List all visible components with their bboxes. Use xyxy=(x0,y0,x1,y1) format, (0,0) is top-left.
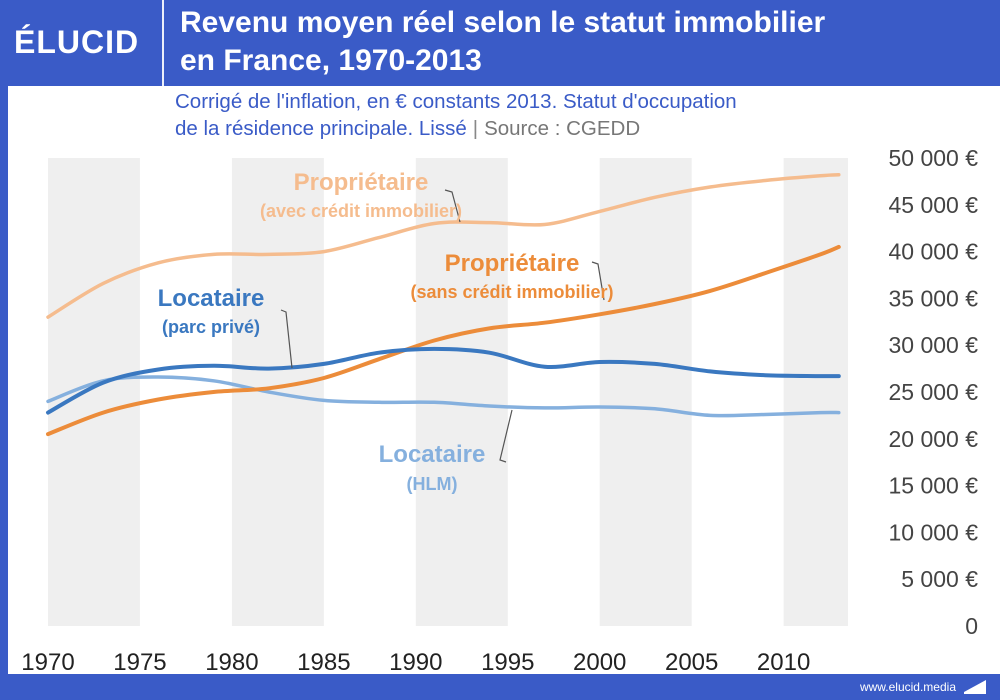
subtitle-line2: de la résidence principale. Lissé | Source… xyxy=(175,115,975,142)
elucid-logo: ÉLUCID xyxy=(14,24,140,60)
chart-title-line2: en France, 1970-2013 xyxy=(180,44,482,77)
y-tick-label: 20 000 € xyxy=(888,426,978,452)
series-line-proprio-sans-credit xyxy=(46,244,841,437)
series-sublabel-proprio-sans-credit: (sans crédit immobilier) xyxy=(410,282,613,302)
background-band xyxy=(415,158,508,626)
logo-divider xyxy=(162,0,164,86)
y-tick-label: 50 000 € xyxy=(888,145,978,171)
series-line-locataire-hlm xyxy=(46,375,841,418)
x-tick-label: 1995 xyxy=(481,649,534,676)
series-sublabel-locataire-prive: (parc privé) xyxy=(162,317,260,337)
x-tick-label: 2010 xyxy=(757,649,810,676)
series-label-locataire-prive: Locataire xyxy=(158,285,265,312)
x-tick-label: 2005 xyxy=(665,649,718,676)
x-tick-label: 1970 xyxy=(21,649,74,676)
y-tick-label: 45 000 € xyxy=(888,192,978,218)
footer-url: www.elucid.media xyxy=(859,680,956,694)
series-sublabel-proprio-credit: (avec crédit immobilier) xyxy=(260,201,462,221)
y-tick-label: 30 000 € xyxy=(888,332,978,358)
background-band xyxy=(783,158,848,626)
series-line-locataire-prive xyxy=(46,346,841,415)
chart-title-line1: Revenu moyen réel selon le statut immobi… xyxy=(180,6,826,39)
y-tick-label: 10 000 € xyxy=(888,519,978,545)
x-tick-label: 1975 xyxy=(113,649,166,676)
chart-subtitle: Corrigé de l'inflation, en € constants 2… xyxy=(175,88,975,142)
leader-line-proprio-credit xyxy=(444,189,461,223)
x-tick-label: 1985 xyxy=(297,649,350,676)
y-tick-label: 15 000 € xyxy=(888,473,978,499)
leader-line-locataire-hlm xyxy=(499,409,513,463)
source-label: Source : CGEDD xyxy=(484,117,641,140)
background-band xyxy=(48,158,140,626)
y-tick-label: 0 xyxy=(965,613,978,639)
y-tick-label: 25 000 € xyxy=(888,379,978,405)
series-label-proprio-sans-credit: Propriétaire xyxy=(445,250,580,277)
series-sublabel-locataire-hlm: (HLM) xyxy=(407,474,458,494)
series-label-locataire-hlm: Locataire xyxy=(379,441,486,468)
x-tick-label: 1980 xyxy=(205,649,258,676)
series-label-proprio-credit: Propriétaire xyxy=(294,169,429,196)
header-bar xyxy=(0,0,1000,86)
leader-line-proprio-sans-credit xyxy=(591,261,605,301)
chart-title: Revenu moyen réel selon le statut immobi… xyxy=(180,4,980,80)
background-band xyxy=(599,158,692,626)
series-line-proprio-credit xyxy=(46,173,841,319)
subtitle-line2-text: de la résidence principale. Lissé xyxy=(175,117,467,140)
y-tick-label: 5 000 € xyxy=(901,566,978,592)
x-tick-label: 2000 xyxy=(573,649,626,676)
footer-bar xyxy=(0,674,1000,700)
flag-icon xyxy=(964,680,986,694)
leader-line-locataire-prive xyxy=(280,309,293,369)
y-tick-label: 35 000 € xyxy=(888,285,978,311)
y-tick-label: 40 000 € xyxy=(888,239,978,265)
subtitle-separator: | xyxy=(472,117,479,140)
x-tick-label: 1990 xyxy=(389,649,442,676)
subtitle-line1: Corrigé de l'inflation, en € constants 2… xyxy=(175,90,737,113)
